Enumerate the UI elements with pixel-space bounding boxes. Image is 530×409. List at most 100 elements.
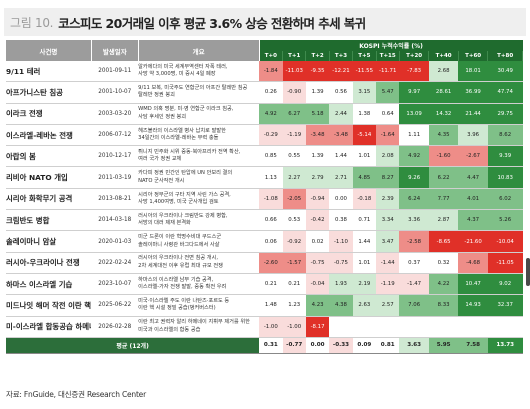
- return-cell: 2.68: [428, 61, 459, 83]
- return-cell: -1.64: [376, 124, 400, 147]
- description-line: 서방의 대러 제재 본격화: [138, 220, 191, 227]
- return-cell: 0.06: [259, 230, 283, 253]
- return-cell: 0.37: [399, 252, 429, 274]
- period-header-1: T+1: [282, 51, 307, 61]
- return-cell: 0.38: [329, 209, 353, 232]
- return-cell: -2.05: [282, 188, 306, 211]
- event-date: 2020-01-03: [91, 230, 139, 253]
- return-cell: 2.08: [376, 145, 400, 168]
- return-cell: -1.84: [259, 61, 283, 83]
- header-kospi-group: KOSPI 누적수익률 (%): [259, 40, 523, 51]
- return-cell: 1.39: [305, 145, 330, 168]
- average-cell: 0.81: [376, 336, 400, 354]
- description-line: 이스라엘-가자 전쟁 발발, 중동 확전 우려: [138, 284, 227, 291]
- event-date: 2013-08-21: [91, 188, 139, 211]
- scrollbar-thumb[interactable]: [526, 258, 530, 286]
- description-line: 시리아 정부군의 구타 지역 사린 가스 공격,: [138, 191, 231, 198]
- return-cell: 3.34: [376, 209, 400, 232]
- event-description: 헤즈볼라의 이스라엘 병사 납치로 발발한 34일간의 이스라엘-레바논 무력 충…: [138, 124, 260, 147]
- event-name: 크림반도 병합: [6, 209, 92, 232]
- period-header-7: T+40: [428, 51, 459, 61]
- return-cell: -0.94: [305, 188, 330, 211]
- event-name: 러시아-우크라이나 전쟁: [6, 252, 92, 274]
- return-cell: -21.60: [458, 230, 488, 253]
- return-cell: 0.26: [259, 81, 283, 104]
- description-line: 하마스의 이스라엘 남부 기습 공격,: [138, 276, 214, 283]
- return-cell: 10.47: [458, 273, 488, 296]
- period-header-8: T+60: [458, 51, 489, 61]
- return-cell: 21.44: [458, 103, 488, 125]
- return-cell: -0.18: [352, 188, 377, 211]
- return-cell: 4.23: [305, 294, 330, 317]
- table-row: 이스라엘-레바논 전쟁 2006-07-12 헤즈볼라의 이스라엘 병사 납치로 발…: [6, 124, 523, 147]
- return-cell: -10.04: [487, 230, 523, 253]
- description-line: WMD 의혹 명분, 미·영 연합군 이라크 침공,: [138, 106, 234, 113]
- event-name: 미-이스라엘 합동공습 하메네이 사망: [6, 316, 92, 338]
- return-cell: 10.83: [487, 166, 523, 189]
- period-header-5: T+15: [376, 51, 400, 61]
- return-cell: -11.05: [487, 252, 523, 274]
- description-line: 알카에다의 미국 세계무역센터 자폭 테러,: [138, 63, 228, 70]
- return-cell: 0.71: [352, 209, 377, 232]
- event-date: 2026-02-28: [91, 316, 139, 338]
- return-cell: -0.90: [282, 81, 306, 104]
- return-cell: 18.01: [458, 61, 488, 83]
- average-cell: 7.58: [458, 336, 488, 354]
- event-date: 2006-07-12: [91, 124, 139, 147]
- return-cell: -1.60: [428, 145, 459, 168]
- average-cell: 0.09: [352, 336, 377, 354]
- return-cell: 2.57: [376, 294, 400, 317]
- return-cell: 8.62: [487, 124, 523, 147]
- event-description: 튀니지 민주화 시위 중동·북아프리카 전역 확산, 여러 국가 정권 교체: [138, 145, 260, 168]
- period-header-9: T+80: [487, 51, 523, 61]
- return-cell: 0.53: [282, 209, 306, 232]
- event-description: 이란 최고 권력자 알리 하메네이 지휘부 제거를 위한 미국과 이스라엘의 합동…: [138, 316, 260, 338]
- return-cell: -1.44: [376, 252, 400, 274]
- return-cell: [458, 316, 488, 338]
- return-cell: 3.15: [352, 81, 377, 104]
- description-line: 미국·이스라엘 주도 이란 나탄즈·포르도 등: [138, 298, 230, 304]
- return-cell: 1.01: [352, 252, 377, 274]
- event-date: 2025-06-22: [91, 294, 139, 317]
- event-date: 2010-12-17: [91, 145, 139, 168]
- event-name: 하마스 이스라엘 기습: [6, 273, 92, 296]
- event-date: 2014-03-18: [91, 209, 139, 232]
- return-cell: 1.23: [282, 294, 306, 317]
- return-cell: -1.47: [399, 273, 429, 296]
- return-cell: 3.36: [399, 209, 429, 232]
- return-cell: 14.93: [458, 294, 488, 317]
- return-cell: 8.27: [376, 166, 400, 189]
- return-cell: -5.14: [352, 124, 377, 147]
- return-cell: 4.37: [458, 209, 488, 232]
- return-cell: 1.48: [259, 294, 283, 317]
- return-cell: 28.61: [428, 81, 459, 104]
- return-cell: 0.21: [282, 273, 306, 296]
- event-description: 하마스의 이스라엘 남부 기습 공격, 이스라엘-가자 전쟁 발발, 중동 확전 …: [138, 273, 260, 296]
- description-line: 9/11 보복, 미국주도 연합군의 아프간 탈레반 침공: [138, 85, 248, 92]
- return-cell: -2.60: [259, 252, 283, 274]
- event-date: 2022-02-24: [91, 252, 139, 274]
- return-cell: [399, 316, 429, 338]
- table-row: 아프가니스탄 침공 2001-10-07 9/11 보복, 미국주도 연합군의 아프…: [6, 81, 523, 104]
- return-cell: 4.85: [352, 166, 377, 189]
- period-header-3: T+3: [329, 51, 354, 61]
- return-cell: -2.67: [458, 145, 488, 168]
- return-cell: 2.79: [305, 166, 330, 189]
- event-date: 2001-09-11: [91, 61, 139, 83]
- event-description: 시리아 정부군의 구타 지역 사린 가스 공격, 사망 1,400여명, 미국 군…: [138, 188, 260, 211]
- description-line: 이란 최고 권력자 알리 하메네이 지휘부 제거를 위한: [138, 319, 250, 326]
- description-line: 이란 핵 시설 정밀 공습(벙커버스터): [138, 305, 216, 312]
- return-cell: -12.21: [329, 61, 353, 83]
- description-line: 러시아의 우크라이나 크림반도 강제 병합,: [138, 212, 228, 219]
- event-date: 2001-10-07: [91, 81, 139, 104]
- average-label: 평균 (12개): [6, 336, 260, 354]
- return-cell: 2.19: [352, 273, 377, 296]
- return-cell: [487, 316, 523, 338]
- return-cell: 0.64: [376, 103, 400, 125]
- return-cell: 6.22: [428, 166, 459, 189]
- event-name: 시리아 화학무기 공격: [6, 188, 92, 211]
- period-header-2: T+2: [305, 51, 330, 61]
- header-desc: 개요: [138, 40, 260, 61]
- return-cell: -11.71: [376, 61, 400, 83]
- return-cell: 1.93: [329, 273, 353, 296]
